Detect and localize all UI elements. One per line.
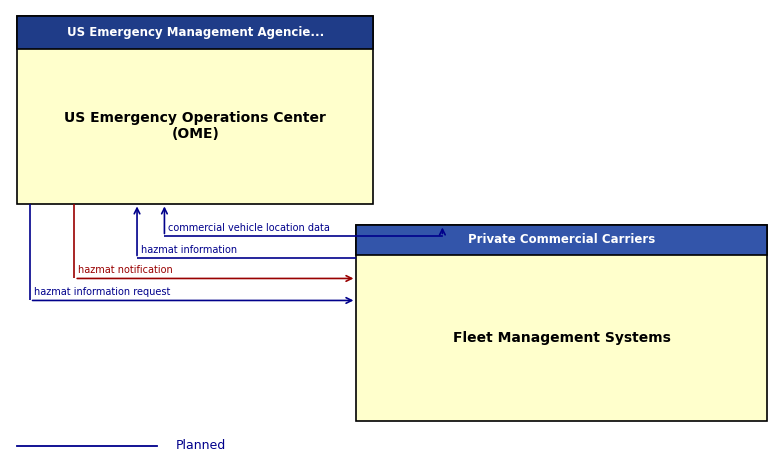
Text: US Emergency Operations Center
(OME): US Emergency Operations Center (OME) [64,111,327,141]
Text: hazmat information request: hazmat information request [34,287,170,297]
Text: US Emergency Management Agencie...: US Emergency Management Agencie... [67,26,324,39]
Bar [17,16,373,204]
Text: Private Commercial Carriers: Private Commercial Carriers [468,234,655,246]
Bar [17,16,373,49]
Bar [356,225,767,421]
Text: Fleet Management Systems: Fleet Management Systems [453,331,671,345]
Text: Planned: Planned [176,439,226,452]
Text: hazmat notification: hazmat notification [78,265,173,275]
Bar [356,225,767,255]
Text: hazmat information: hazmat information [141,245,237,255]
Text: commercial vehicle location data: commercial vehicle location data [168,223,330,233]
